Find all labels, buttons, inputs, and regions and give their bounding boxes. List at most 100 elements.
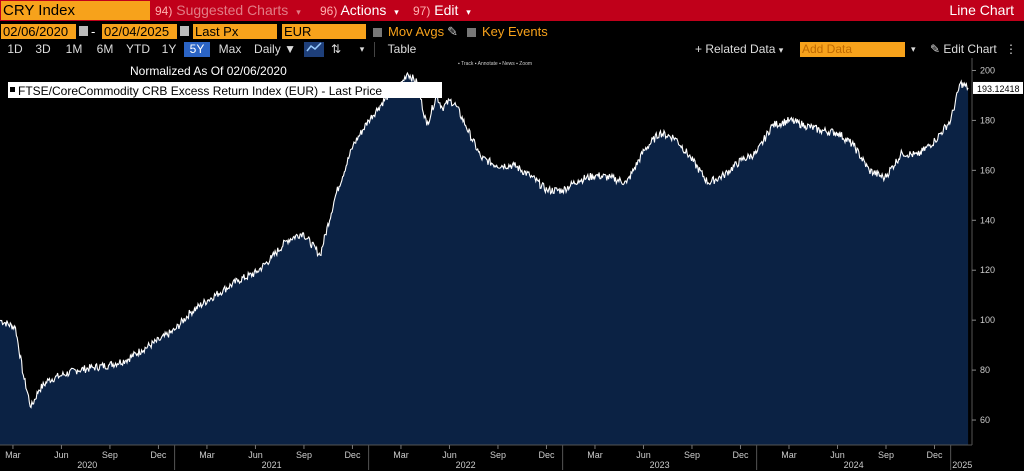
chevron-down-icon: ▼ [284, 42, 296, 56]
chevron-down-icon: ▾ [394, 7, 399, 17]
x-month-label: Dec [732, 450, 749, 460]
x-month-label: Dec [538, 450, 555, 460]
last-value-tag [973, 81, 1023, 94]
range-max-button[interactable]: Max [218, 42, 242, 56]
series-area [0, 73, 969, 445]
range-3d-button[interactable]: 3D [35, 42, 51, 56]
x-month-label: Sep [102, 450, 118, 460]
table-button[interactable]: Table [387, 42, 417, 56]
y-tick-label: 160 [980, 165, 995, 175]
x-month-label: Mar [781, 450, 797, 460]
y-tick-label: 120 [980, 265, 995, 275]
x-month-label: Dec [926, 450, 943, 460]
y-tick-label: 60 [980, 415, 990, 425]
top-toolbar: CRY Index 94) Suggested Charts ▾ 96) Act… [0, 0, 1024, 21]
plot-area [0, 71, 969, 445]
x-month-label: Jun [636, 450, 651, 460]
y-tick-label: 100 [980, 315, 995, 325]
chevron-down-icon: ▾ [296, 7, 301, 17]
legend-swatch [10, 87, 15, 92]
mov-avgs-toggle[interactable]: Mov Avgs ✎ [373, 24, 458, 39]
x-month-label: Mar [5, 450, 21, 460]
suggested-charts-number: 94) [155, 4, 173, 18]
x-month-label: Mar [587, 450, 603, 460]
toolbar-divider [374, 42, 375, 57]
y-tick-label: 200 [980, 65, 995, 75]
chevron-down-icon[interactable]: ▾ [911, 44, 916, 54]
x-month-label: Mar [393, 450, 409, 460]
mov-avgs-label: Mov Avgs [388, 24, 445, 39]
currency-select[interactable]: EUR [282, 24, 366, 39]
edit-chart-label: Edit Chart [943, 42, 997, 56]
line-chart-icon[interactable] [304, 42, 324, 57]
calendar-icon[interactable] [79, 26, 88, 36]
calendar-icon[interactable] [180, 26, 189, 36]
x-year-label: 2024 [844, 460, 864, 470]
edit-menu[interactable]: 97) Edit ▾ [413, 1, 471, 20]
actions-number: 96) [320, 4, 338, 18]
range-1y-button[interactable]: 1Y [161, 42, 177, 56]
chevron-down-icon: ▾ [778, 45, 784, 55]
mini-toolbar: ▪ Track ▪ Annotate ▪ News ▪ Zoom [458, 61, 532, 67]
x-axis: Mar Jun Sep Dec Mar Jun Sep Dec Mar Jun Sep Dec Mar J… [0, 444, 972, 470]
chevron-down-icon: ▾ [466, 7, 471, 17]
key-events-label: Key Events [482, 24, 548, 39]
price-field-select[interactable]: Last Px [193, 24, 277, 39]
x-year-label: 2025 [952, 460, 972, 470]
x-year-label: 2022 [456, 460, 476, 470]
edit-number: 97) [413, 4, 431, 18]
actions-menu[interactable]: 96) Actions ▾ [320, 1, 399, 20]
chevron-down-icon[interactable]: ▾ [359, 44, 365, 54]
x-month-label: Mar [199, 450, 215, 460]
x-month-label: Jun [830, 450, 845, 460]
x-year-label: 2023 [650, 460, 670, 470]
x-month-label: Sep [490, 450, 506, 460]
x-month-label: Jun [248, 450, 263, 460]
chart-type-label: Line Chart [949, 2, 1014, 18]
range-ytd-button[interactable]: YTD [126, 42, 150, 56]
svg-text:▪ Track ▪ Annotate ▪ News ▪ Zo: ▪ Track ▪ Annotate ▪ News ▪ Zoom [458, 61, 532, 67]
range-bar: 1D 3D 1M 6M YTD 1Y 5Y Max Daily ▼ ⇅ ▾ Ta… [0, 41, 1024, 58]
x-year-label: 2020 [77, 460, 97, 470]
related-data-button[interactable]: + Related Data ▾ [695, 42, 783, 57]
range-1m-button[interactable]: 1M [65, 42, 83, 56]
range-1d-button[interactable]: 1D [7, 42, 23, 56]
related-data-label: + Related Data [695, 42, 776, 56]
pencil-icon: ✎ [447, 24, 459, 39]
x-month-label: Dec [150, 450, 167, 460]
range-6m-button[interactable]: 6M [96, 42, 114, 56]
legend-box [8, 82, 442, 98]
price-chart[interactable]: 60 80 100 120 140 160 180 200 193.12418 Mar Jun Se… [0, 58, 1024, 471]
key-events-toggle[interactable]: Key Events [467, 24, 548, 39]
actions-label: Actions [340, 2, 387, 18]
y-tick-label: 180 [980, 115, 995, 125]
end-date-field[interactable]: 02/04/2025 [102, 24, 177, 39]
x-month-label: Jun [442, 450, 457, 460]
more-options-icon[interactable]: ⋮ [1005, 42, 1017, 56]
y-axis: 60 80 100 120 140 160 180 200 193.12418 [971, 58, 1023, 445]
x-month-label: Sep [878, 450, 894, 460]
range-5y-button[interactable]: 5Y [184, 42, 210, 57]
edit-chart-button[interactable]: ✎ Edit Chart [930, 42, 997, 57]
y-tick-label: 80 [980, 365, 990, 375]
start-date-field[interactable]: 02/06/2020 [1, 24, 76, 39]
last-value-label: 193.12418 [977, 84, 1020, 94]
x-month-label: Jun [54, 450, 69, 460]
pencil-icon: ✎ [930, 42, 941, 56]
sort-icon[interactable]: ⇅ [330, 42, 342, 56]
edit-label: Edit [434, 2, 459, 18]
legend-label[interactable]: FTSE/CoreCommodity CRB Excess Return Ind… [18, 84, 382, 98]
frequency-label: Daily [254, 42, 281, 56]
controls-bar: 02/06/2020 - 02/04/2025 Last Px EUR Mov … [0, 22, 1024, 41]
series-line [0, 71, 969, 409]
checkbox-icon [467, 28, 476, 37]
x-month-label: Sep [684, 450, 700, 460]
suggested-charts-label: Suggested Charts [176, 2, 289, 18]
ticker-field[interactable]: CRY Index [1, 1, 150, 20]
add-data-input[interactable]: Add Data [800, 42, 905, 57]
suggested-charts-menu[interactable]: 94) Suggested Charts ▾ [155, 1, 301, 20]
y-tick-label: 140 [980, 215, 995, 225]
date-separator: - [91, 24, 96, 39]
x-year-label: 2021 [262, 460, 282, 470]
frequency-select[interactable]: Daily ▼ [250, 42, 300, 57]
